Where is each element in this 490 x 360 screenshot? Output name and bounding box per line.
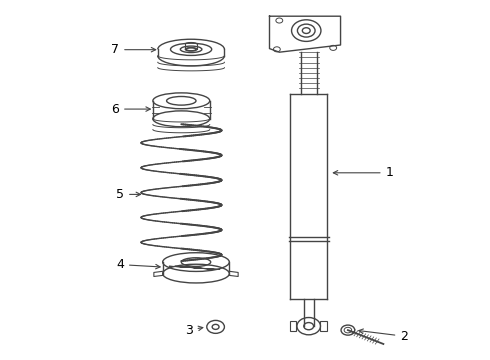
Text: 1: 1 (333, 166, 393, 179)
Bar (290, 321, 296, 331)
Text: 2: 2 (359, 329, 408, 343)
Text: 6: 6 (111, 103, 150, 116)
Bar (320, 321, 327, 331)
Text: 4: 4 (116, 258, 160, 271)
Text: 5: 5 (116, 188, 141, 201)
Text: 7: 7 (111, 43, 156, 56)
Text: 3: 3 (185, 324, 203, 337)
